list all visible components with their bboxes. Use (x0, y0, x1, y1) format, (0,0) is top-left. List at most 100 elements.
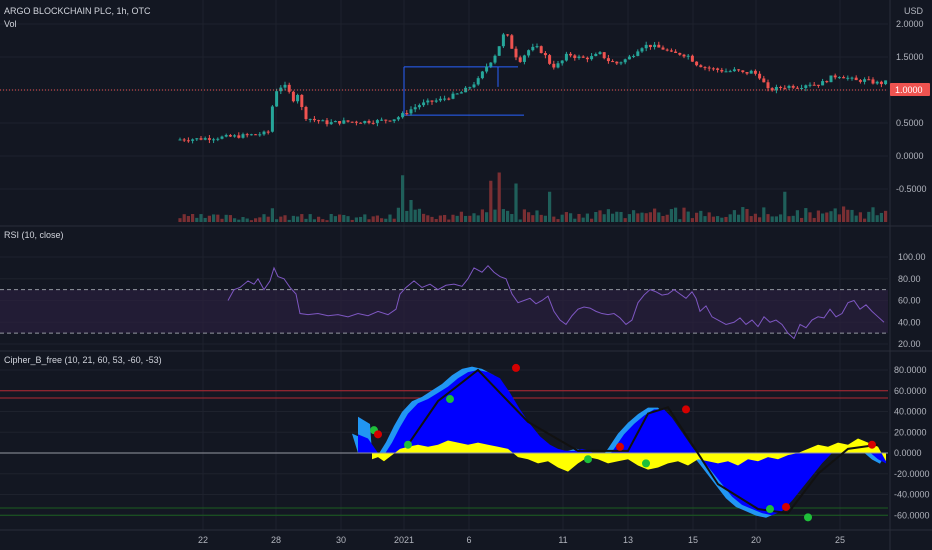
candle-body (506, 34, 510, 36)
candle (518, 55, 522, 63)
candle (388, 120, 392, 122)
candle (703, 66, 707, 71)
candle (598, 51, 602, 55)
candle (245, 132, 249, 138)
volume-bar (195, 217, 199, 222)
cipher-title[interactable]: Cipher_B_free (10, 21, 60, 53, -60, -53) (4, 355, 162, 365)
candle (627, 54, 631, 60)
candle (493, 54, 497, 65)
volume-bar (753, 213, 757, 222)
candle-body (884, 80, 888, 85)
volume-bar (249, 220, 253, 222)
candle (552, 60, 556, 70)
time-tick-label: 2021 (394, 535, 414, 545)
cipher-tick-label: 0.0000 (894, 448, 922, 458)
volume-bar (203, 217, 207, 222)
candle-body (669, 50, 673, 52)
volume-bar (556, 219, 560, 222)
candle-body (346, 120, 350, 122)
cipher-money-flow (372, 438, 886, 472)
time-axis[interactable]: 22 28 30 2021 6 11 13 15 20 25 (198, 535, 845, 545)
candle (367, 119, 371, 125)
candle (615, 61, 619, 66)
candle-body (863, 79, 867, 82)
rsi-title[interactable]: RSI (10, close) (4, 230, 64, 240)
cipher-tick-label: 60.0000 (894, 386, 927, 396)
candle (354, 120, 358, 126)
price-tick-label: 1.5000 (896, 52, 924, 62)
candle-body (569, 53, 573, 56)
candle (821, 78, 825, 86)
candle (321, 119, 325, 122)
price-axis[interactable]: 2.0000 1.5000 0.5000 0.0000 -0.5000 100.00 80.… (894, 19, 930, 520)
volume-bar (514, 183, 518, 222)
candle-body (375, 120, 379, 124)
candle-body (409, 109, 413, 114)
candle (531, 43, 535, 52)
volume-bar (707, 212, 711, 222)
time-tick-label: 30 (336, 535, 346, 545)
volume-label[interactable]: Vol (4, 19, 17, 29)
candle (669, 48, 673, 53)
candle-body (606, 58, 610, 62)
volume-bar (787, 216, 791, 222)
candle (573, 54, 577, 61)
time-tick-label: 22 (198, 535, 208, 545)
volume-bar (279, 216, 283, 222)
volume-bar (346, 216, 350, 222)
candle (632, 54, 636, 59)
buy-dot (766, 505, 774, 514)
candle-body (615, 61, 619, 64)
candle (564, 51, 568, 62)
volume-bar (489, 180, 493, 222)
candle (405, 110, 409, 116)
cipher-pane[interactable] (0, 363, 888, 522)
time-tick-label: 28 (271, 535, 281, 545)
candle (690, 54, 694, 62)
cipher-wave (358, 370, 886, 516)
candle-body (682, 54, 686, 57)
volume-bar (245, 218, 249, 222)
candle (422, 99, 426, 107)
candle-body (842, 77, 846, 79)
volume-bar (480, 209, 484, 222)
volume-bar (430, 216, 434, 222)
candle-body (690, 55, 694, 62)
candle (850, 76, 854, 81)
candle-body (749, 70, 753, 74)
volume-bar (699, 210, 703, 222)
candle-body (518, 57, 522, 62)
symbol-title[interactable]: ARGO BLOCKCHAIN PLC, 1h, OTC (4, 6, 151, 16)
cipher-tick-label: -20.0000 (894, 469, 930, 479)
rsi-tick-label: 40.00 (898, 317, 921, 327)
candle-body (837, 77, 841, 79)
candle-series[interactable] (0, 32, 888, 144)
candle (380, 117, 384, 121)
rsi-pane[interactable] (0, 264, 888, 340)
volume-bar (237, 219, 241, 222)
candle (443, 95, 447, 102)
candle-body (661, 47, 665, 50)
volume-bar (241, 217, 245, 222)
volume-bar (191, 213, 195, 222)
candle-body (220, 136, 224, 139)
candle-body (619, 62, 623, 64)
volume-bar (812, 217, 816, 222)
rsi-tick-label: 80.00 (898, 274, 921, 284)
volume-bar (581, 217, 585, 222)
volume-bar (669, 209, 673, 222)
buy-dot (584, 455, 592, 464)
candle-body (774, 86, 778, 91)
candle (686, 54, 690, 60)
volume-bar (522, 209, 526, 222)
volume-bar (438, 215, 442, 222)
candle (724, 68, 728, 73)
candle (863, 77, 867, 85)
annotation-rectangle[interactable] (403, 66, 524, 116)
candle (258, 132, 262, 137)
candle-body (279, 87, 283, 92)
volume-bar (338, 214, 342, 222)
candle-body (850, 77, 854, 79)
volume-bar (367, 219, 371, 222)
candle (791, 84, 795, 90)
